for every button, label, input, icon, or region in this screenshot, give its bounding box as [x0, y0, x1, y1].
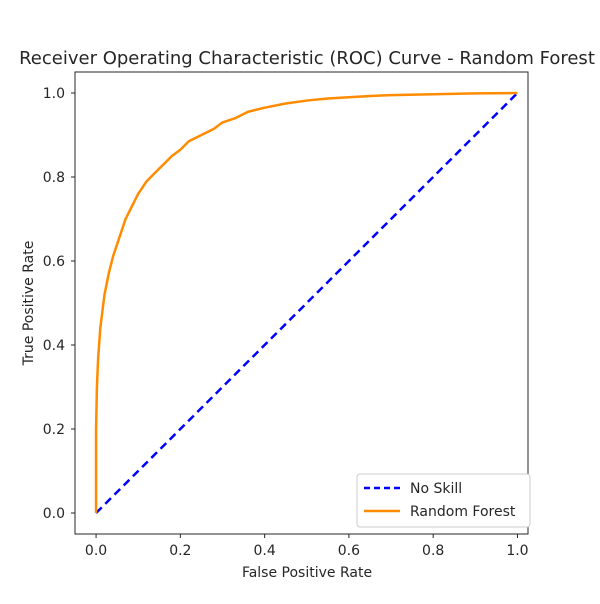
series-layer: [94, 91, 519, 514]
x-tick-label-2: 0.4: [253, 543, 275, 559]
x-tick-label-3: 0.6: [338, 543, 360, 559]
y-axis-label: True Positive Rate: [21, 241, 37, 367]
y-axis-ticks: 0.0 0.2 0.4 0.6 0.8 1.0: [43, 86, 75, 522]
chart-title: Receiver Operating Characteristic (ROC) …: [19, 48, 595, 69]
y-tick-label-0: 0.0: [43, 506, 65, 522]
x-tick-label-1: 0.2: [169, 543, 191, 559]
plot-frame: [74, 71, 529, 535]
y-tick-label-4: 0.8: [43, 170, 65, 186]
legend-label-random-forest: Random Forest: [410, 504, 516, 520]
x-axis-label: False Positive Rate: [242, 565, 372, 581]
x-tick-label-0: 0.0: [85, 543, 107, 559]
legend-label-no-skill: No Skill: [410, 481, 462, 497]
legend-box: [356, 473, 531, 528]
y-tick-label-3: 0.6: [43, 254, 65, 270]
y-tick-label-1: 0.2: [43, 422, 65, 438]
legend: No Skill Random Forest: [356, 473, 531, 528]
x-tick-label-4: 0.8: [422, 543, 444, 559]
x-axis-ticks: 0.0 0.2 0.4 0.6 0.8 1.0: [85, 534, 529, 559]
y-tick-label-5: 1.0: [43, 86, 65, 102]
x-tick-label-5: 1.0: [506, 543, 528, 559]
series-line-no-skill: [95, 92, 519, 514]
y-tick-label-2: 0.4: [43, 338, 65, 354]
series-line-random-forest: [94, 91, 518, 513]
